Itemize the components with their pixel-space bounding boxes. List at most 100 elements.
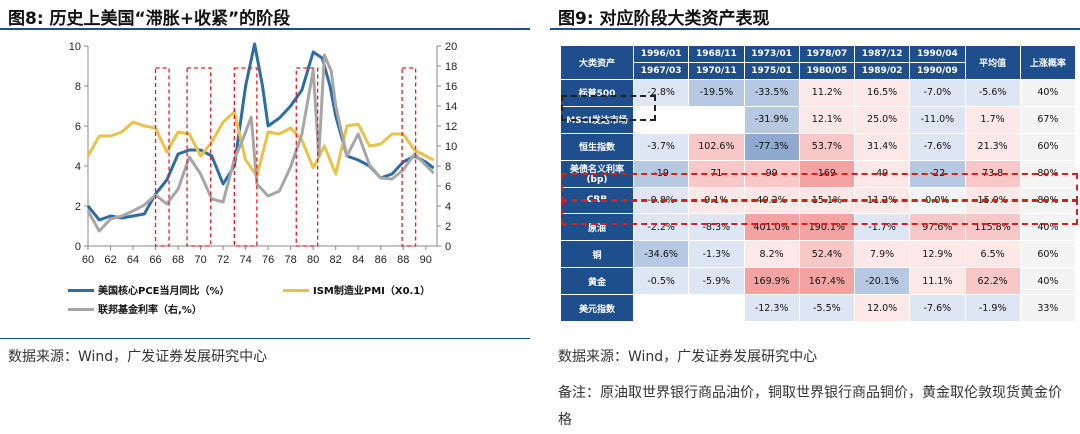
value-cell xyxy=(632,294,690,322)
value-cell: 15.1% xyxy=(798,186,856,215)
period-start: 1978/07 xyxy=(798,45,856,63)
value-cell: 49.2% xyxy=(743,186,800,215)
right-tick-label: 18 xyxy=(445,61,457,73)
value-cell: 49 xyxy=(853,159,911,188)
title-rule xyxy=(0,28,530,30)
average-cell: -1.9% xyxy=(964,294,1021,322)
average-cell: 115.8% xyxy=(964,213,1021,242)
left-panel: 图8: 历史上美国“滞胀+收紧”的阶段 0 2 4 6 8 10 0 2 4 6 8 10 12 14 16… xyxy=(0,0,530,434)
row-label: 原油 xyxy=(560,213,634,242)
up-probability-cell: 33% xyxy=(1019,294,1077,322)
value-cell: -0.5% xyxy=(632,267,690,295)
row-label: 美元指数 xyxy=(560,294,634,322)
right-tick-label: 20 xyxy=(445,41,457,53)
value-cell: 11.1% xyxy=(909,267,966,295)
right-tick-label: 0 xyxy=(445,241,451,253)
stagflation-period-box xyxy=(295,67,319,247)
right-tick-label: 4 xyxy=(445,201,451,213)
right-tick-label: 14 xyxy=(445,101,457,113)
x-tick-label: 80 xyxy=(307,254,319,266)
title-rule xyxy=(550,28,1080,30)
value-cell: 167.4% xyxy=(798,267,856,295)
average-cell: 15.0% xyxy=(964,186,1021,215)
value-cell: -5.5% xyxy=(798,294,856,322)
value-cell: 401.0% xyxy=(743,213,800,242)
legend-pce-label: 美国核心PCE当月同比（%） xyxy=(98,286,230,297)
value-cell: 12.9% xyxy=(909,240,966,269)
value-cell: 31.4% xyxy=(853,132,911,161)
average-header: 平均值 xyxy=(964,45,1021,80)
x-tick-label: 70 xyxy=(194,254,206,266)
legend-pmi-line xyxy=(283,289,309,292)
value-cell: 11.2% xyxy=(798,79,856,107)
up-probability-cell: 40% xyxy=(1019,267,1077,295)
table-row: MSCI发达市场 -31.9% 12.1% 25.0% -11.0% 1.7% 67% xyxy=(560,105,1077,134)
x-tick-label: 88 xyxy=(397,254,409,266)
average-cell: -5.6% xyxy=(964,79,1021,107)
value-cell: -7.6% xyxy=(909,294,966,322)
value-cell: 97.6% xyxy=(909,213,966,242)
value-cell: -19.5% xyxy=(688,79,745,107)
x-tick-label: 78 xyxy=(285,254,297,266)
value-cell: -7.6% xyxy=(909,132,966,161)
table-row: 美债名义利率(bp) -19 71 99 169 49 -22 73.8 80% xyxy=(560,159,1077,188)
value-cell: 11.2% xyxy=(853,186,911,215)
right-tick-label: 6 xyxy=(445,181,451,193)
up-probability-cell: 60% xyxy=(1019,240,1077,269)
x-tick-label: 82 xyxy=(330,254,342,266)
value-cell: -3.7% xyxy=(632,132,690,161)
x-tick-label: 86 xyxy=(375,254,387,266)
table-row: 美元指数 -12.3% -5.5% 12.0% -7.6% -1.9% 33% xyxy=(560,294,1077,322)
value-cell: 169.9% xyxy=(743,267,800,295)
value-cell: 53.7% xyxy=(798,132,856,161)
header-row-start: 大类资产 1996/01 1968/11 1973/01 1978/07 198… xyxy=(560,45,1077,80)
x-tick-label: 66 xyxy=(149,254,161,266)
value-cell: -77.3% xyxy=(743,132,800,161)
right-tick-label: 8 xyxy=(445,161,451,173)
row-label: CRB xyxy=(560,186,634,215)
period-start: 1973/01 xyxy=(743,45,800,63)
value-cell: 190.1% xyxy=(798,213,856,242)
value-cell: 8.2% xyxy=(743,240,800,269)
period-end: 1989/02 xyxy=(853,62,911,80)
right-source: 数据来源：Wind，广发证券发展研究中心 xyxy=(558,349,818,365)
average-cell: 1.7% xyxy=(964,105,1021,134)
right-tick-label: 2 xyxy=(445,221,451,233)
row-label: MSCI发达市场 xyxy=(560,105,634,134)
period-start: 1990/04 xyxy=(909,45,966,63)
value-cell: 12.0% xyxy=(853,294,911,322)
value-cell: -1.7% xyxy=(853,213,911,242)
x-tick-label: 72 xyxy=(217,254,229,266)
stagflation-period-box xyxy=(154,67,170,247)
table-row: 铜 -34.6% -1.3% 8.2% 52.4% 7.9% 12.9% 6.5% 60% xyxy=(560,240,1077,269)
x-tick-label: 74 xyxy=(239,254,251,266)
legend-pce-line xyxy=(68,289,94,292)
value-cell: -33.5% xyxy=(743,79,800,107)
value-cell: -2.2% xyxy=(632,213,690,242)
value-cell: -19 xyxy=(632,159,690,188)
average-cell: 21.3% xyxy=(964,132,1021,161)
value-cell: 169 xyxy=(798,159,856,188)
row-label: 美债名义利率(bp) xyxy=(560,159,634,188)
value-cell: -5.9% xyxy=(688,267,745,295)
value-cell: 25.0% xyxy=(853,105,911,134)
header-row-end: 1967/03 1970/11 1975/01 1980/05 1989/02 … xyxy=(561,62,1076,80)
figure-8-title: 图8: 历史上美国“滞胀+收紧”的阶段 xyxy=(8,9,291,29)
series-line-2 xyxy=(86,53,435,233)
right-tick-label: 12 xyxy=(445,121,457,133)
period-start: 1968/11 xyxy=(688,45,745,63)
table-row: 恒生指数 -3.7% 102.6% -77.3% 53.7% 31.4% -7.6% 21.3… xyxy=(560,132,1077,161)
figure-9-title: 图9: 对应阶段大类资产表现 xyxy=(558,9,770,29)
left-tick-label: 4 xyxy=(75,161,81,173)
x-tick-label: 84 xyxy=(352,254,364,266)
value-cell: -34.6% xyxy=(632,240,690,269)
table-row: CRB -9.8% 9.1% 49.2% 15.1% 11.2% 0.0% 15.0% 80% xyxy=(560,186,1077,215)
value-cell xyxy=(688,294,745,322)
left-tick-label: 10 xyxy=(69,41,81,53)
value-cell: -20.1% xyxy=(853,267,911,295)
value-cell: -22 xyxy=(909,159,966,188)
period-end: 1980/05 xyxy=(798,62,856,80)
average-cell: 73.8 xyxy=(964,159,1021,188)
left-source: 数据来源：Wind，广发证券发展研究中心 xyxy=(8,349,268,365)
row-label: 恒生指数 xyxy=(560,132,634,161)
